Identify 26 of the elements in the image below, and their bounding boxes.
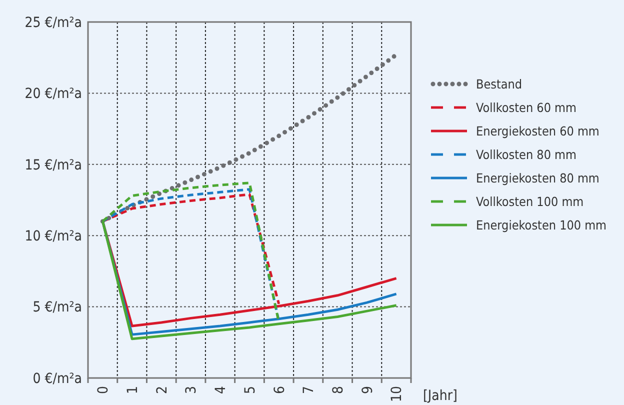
y-tick-label: 25 €/m²a [24,14,82,31]
legend-label: Bestand [476,76,522,92]
x-tick-label: 7 [301,386,318,394]
x-tick-label: 4 [213,386,230,394]
legend-label: Energiekosten 60 mm [476,123,600,138]
x-tick-label: 2 [154,386,170,394]
x-tick-label: 1 [124,386,141,394]
legend-label: Energiekosten 80 mm [476,170,600,186]
y-tick-label: 20 €/m²a [24,86,82,102]
x-tick-label: 6 [272,386,288,394]
legend-label: Energiekosten 100 mm [476,217,607,232]
x-tick-label: 10 [389,386,406,402]
y-tick-label: 10 €/m²a [24,228,82,244]
x-tick-label: 8 [330,386,346,394]
x-tick-label: 0 [96,386,112,394]
legend-label: Vollkosten 60 mm [476,100,576,115]
x-tick-label: 3 [184,386,200,394]
y-tick-label: 15 €/m²a [24,157,82,174]
x-tick-label: 9 [360,386,376,394]
y-tick-label: 5 €/m²a [32,300,82,316]
legend-label: Vollkosten 80 mm [476,146,576,162]
y-tick-label: 0 €/m²a [32,370,82,387]
x-axis-title: [Jahr] [423,388,458,404]
line-series [100,52,399,224]
x-tick-label: 5 [242,386,258,394]
legend-label: Vollkosten 100 mm [476,194,584,209]
